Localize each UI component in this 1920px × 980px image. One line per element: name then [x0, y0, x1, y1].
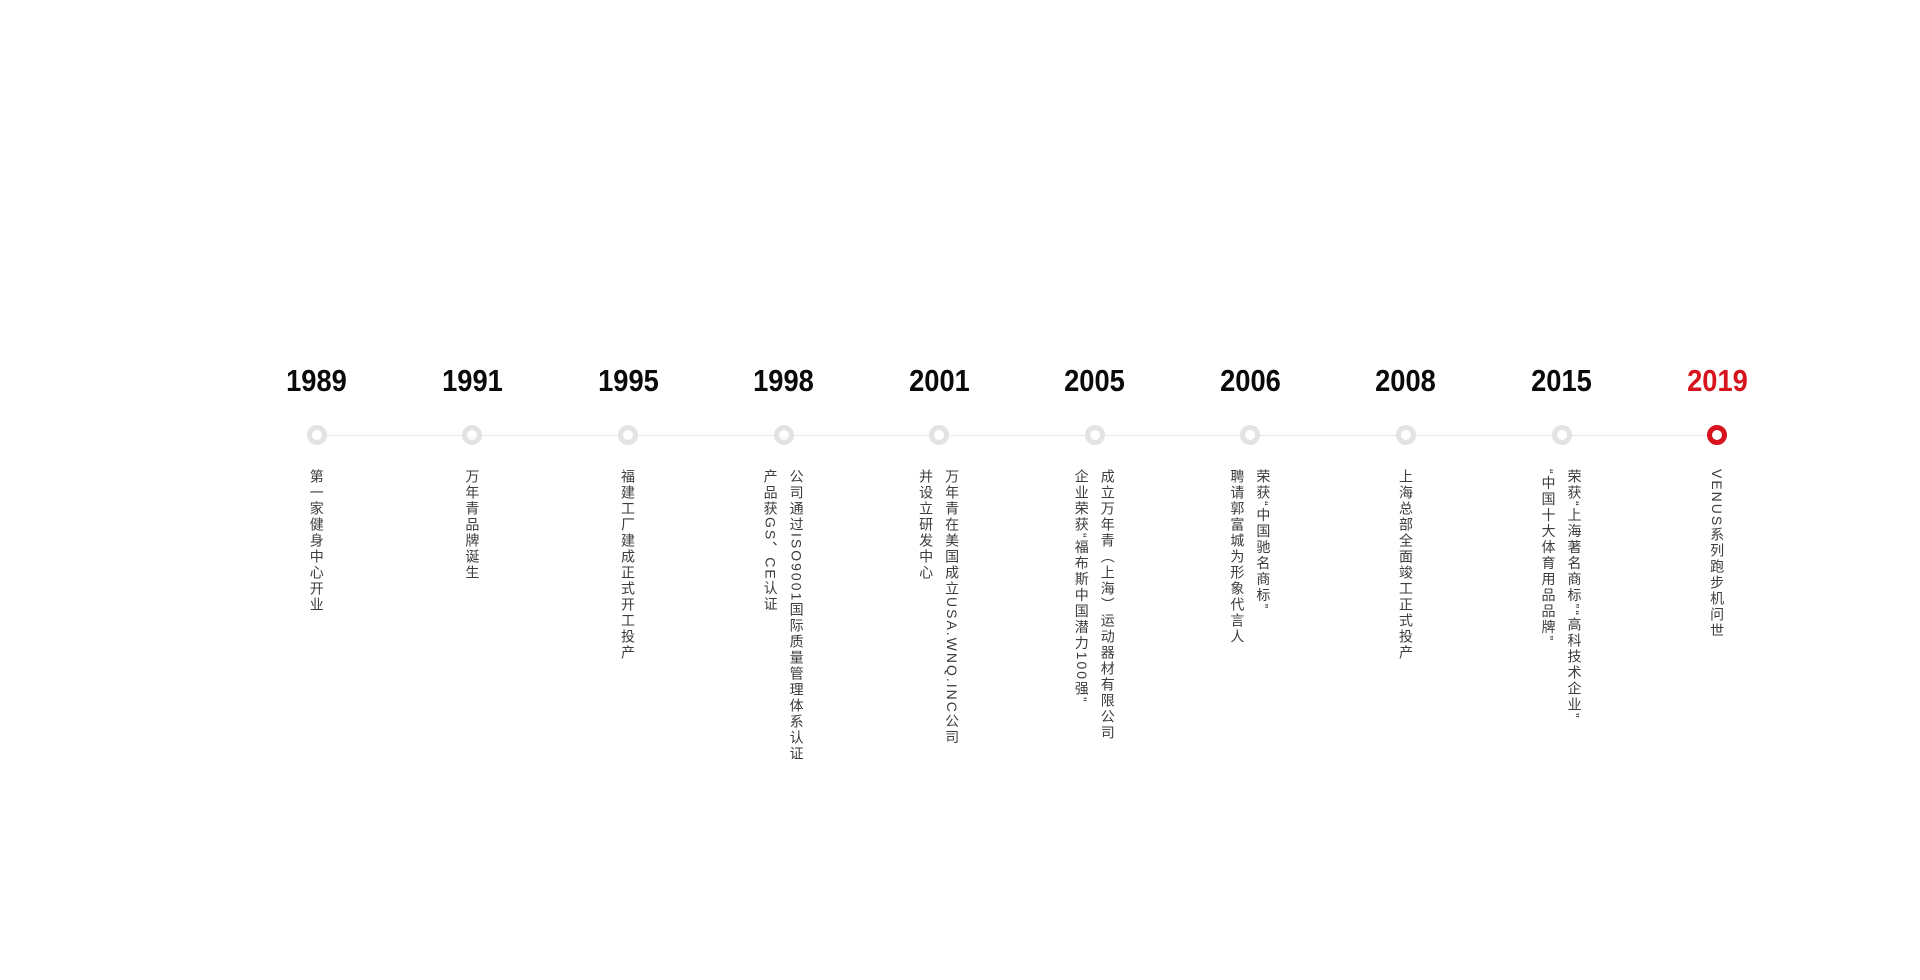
milestone-desc: 荣获“上海著名商标”“高科技术企业” “中国十大体育用品品牌” [1536, 469, 1588, 769]
timeline-node-icon[interactable] [462, 425, 483, 445]
milestone-desc: 万年青品牌诞生 [459, 469, 485, 769]
timeline-item-2015: 2015 荣获“上海著名商标”“高科技术企业” “中国十大体育用品品牌” [1484, 363, 1640, 769]
timeline-node-icon[interactable] [1551, 425, 1572, 445]
milestone-text: 第一家健身中心开业 [308, 469, 325, 613]
milestone-text: 聘请郭富城为形象代言人 [1229, 469, 1246, 645]
milestone-text: 企业荣获“福布斯中国潜力100强” [1073, 469, 1090, 704]
year-label[interactable]: 2008 [1375, 363, 1437, 398]
milestone-text: 荣获“上海著名商标”“高科技术企业” [1566, 469, 1583, 720]
milestone-text: 福建工厂建成正式开工投产 [619, 469, 636, 661]
timeline: 1989 第一家健身中心开业 1991 万年青品牌诞生 1995 福建工厂建成正… [239, 363, 1795, 769]
timeline-node-icon[interactable] [1707, 425, 1728, 445]
milestone-text: 万年青在美国成立USA.WNQ.INC公司 [944, 469, 961, 746]
timeline-node-icon[interactable] [1395, 425, 1416, 445]
year-label[interactable]: 1991 [442, 363, 503, 398]
milestone-desc: VENUS系列跑步机问世 [1704, 469, 1730, 769]
timeline-node-icon[interactable] [1240, 425, 1261, 445]
timeline-item-1989: 1989 第一家健身中心开业 [239, 363, 395, 769]
year-label[interactable]: 1989 [286, 363, 348, 398]
year-label[interactable]: 2015 [1531, 363, 1592, 398]
milestone-text: 荣获“中国驰名商标” [1255, 469, 1272, 611]
milestone-text: VENUS系列跑步机问世 [1709, 469, 1726, 640]
milestone-text: 上海总部全面竣工正式投产 [1397, 469, 1414, 661]
timeline-item-1991: 1991 万年青品牌诞生 [395, 363, 551, 769]
timeline-connector-line [317, 435, 1717, 436]
timeline-item-1995: 1995 福建工厂建成正式开工投产 [550, 363, 706, 769]
timeline-node-icon[interactable] [306, 425, 327, 445]
milestone-text: 成立万年青（上海）运动器材有限公司 [1099, 469, 1116, 741]
year-label[interactable]: 2019 [1686, 363, 1748, 398]
milestone-desc: 荣获“中国驰名商标” 聘请郭富城为形象代言人 [1224, 469, 1276, 769]
year-label[interactable]: 2006 [1220, 363, 1281, 398]
year-label[interactable]: 2001 [908, 363, 970, 398]
timeline-item-2006: 2006 荣获“中国驰名商标” 聘请郭富城为形象代言人 [1173, 363, 1329, 769]
milestone-desc: 万年青在美国成立USA.WNQ.INC公司 并设立研发中心 [913, 469, 965, 769]
milestone-desc: 公司通过ISO9001国际质量管理体系认证 产品获GS、CE认证 [758, 469, 810, 769]
milestone-text: 并设立研发中心 [918, 469, 935, 581]
milestone-text: 万年青品牌诞生 [464, 469, 481, 581]
milestone-desc: 第一家健身中心开业 [304, 469, 330, 769]
milestone-text: 产品获GS、CE认证 [762, 469, 779, 613]
timeline-node-icon[interactable] [773, 425, 794, 445]
milestone-text: “中国十大体育用品品牌” [1540, 469, 1557, 643]
timeline-item-2019: 2019 VENUS系列跑步机问世 [1639, 363, 1795, 769]
milestone-desc: 福建工厂建成正式开工投产 [615, 469, 641, 769]
milestone-desc: 成立万年青（上海）运动器材有限公司 企业荣获“福布斯中国潜力100强” [1069, 469, 1121, 769]
timeline-item-2008: 2008 上海总部全面竣工正式投产 [1328, 363, 1484, 769]
timeline-node-icon[interactable] [929, 425, 950, 445]
milestone-desc: 上海总部全面竣工正式投产 [1393, 469, 1419, 769]
year-label[interactable]: 1995 [597, 363, 659, 398]
timeline-item-2001: 2001 万年青在美国成立USA.WNQ.INC公司 并设立研发中心 [861, 363, 1017, 769]
timeline-node-icon[interactable] [617, 425, 638, 445]
year-label[interactable]: 1998 [753, 363, 814, 398]
timeline-node-icon[interactable] [1084, 425, 1105, 445]
timeline-item-2005: 2005 成立万年青（上海）运动器材有限公司 企业荣获“福布斯中国潜力100强” [1017, 363, 1173, 769]
timeline-item-1998: 1998 公司通过ISO9001国际质量管理体系认证 产品获GS、CE认证 [706, 363, 862, 769]
milestone-text: 公司通过ISO9001国际质量管理体系认证 [788, 469, 805, 763]
year-label[interactable]: 2005 [1064, 363, 1126, 398]
